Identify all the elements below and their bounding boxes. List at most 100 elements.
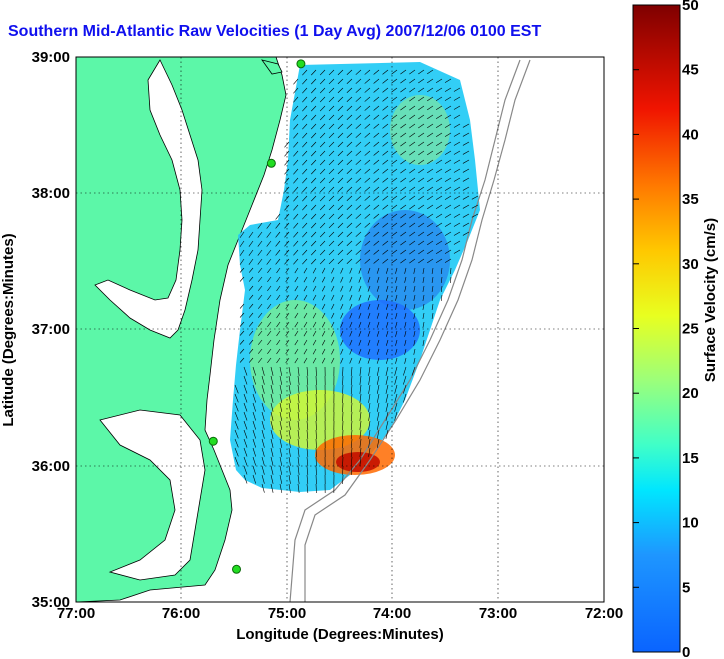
velocity-vector xyxy=(248,249,254,256)
velocity-vector xyxy=(331,339,335,346)
velocity-vector xyxy=(279,393,283,403)
velocity-vector xyxy=(409,186,416,192)
velocity-vector xyxy=(297,420,300,430)
velocity-vector xyxy=(285,267,290,274)
velocity-vector xyxy=(328,105,335,112)
velocity-vector xyxy=(382,240,389,246)
velocity-vector xyxy=(400,78,407,84)
velocity-vector xyxy=(267,330,272,336)
velocity-vector xyxy=(258,294,263,300)
velocity-vector xyxy=(418,141,425,147)
velocity-vector xyxy=(340,267,344,274)
velocity-vector xyxy=(328,231,335,238)
velocity-vector xyxy=(321,267,326,274)
velocity-vector xyxy=(376,330,380,337)
velocity-vector xyxy=(355,132,362,138)
velocity-vector xyxy=(373,69,380,75)
velocity-vector xyxy=(350,411,353,421)
velocity-vector xyxy=(297,384,300,394)
velocity-vector xyxy=(234,411,239,421)
velocity-vector xyxy=(328,87,335,94)
velocity-vector xyxy=(346,186,353,192)
velocity-vector xyxy=(285,276,290,283)
velocity-vector xyxy=(364,87,371,93)
velocity-vector xyxy=(409,159,416,165)
velocity-vector xyxy=(418,69,425,75)
velocity-vector xyxy=(284,249,290,256)
velocity-vector xyxy=(303,348,308,355)
velocity-vector xyxy=(394,402,398,412)
velocity-vector xyxy=(306,456,309,466)
velocity-vector xyxy=(239,276,245,282)
velocity-vector xyxy=(288,375,291,385)
velocity-vector xyxy=(409,96,416,102)
velocity-vector xyxy=(328,150,335,157)
velocity-vector xyxy=(248,303,254,309)
velocity-vector xyxy=(257,258,263,265)
velocity-vector xyxy=(243,456,248,466)
velocity-vector xyxy=(252,465,257,475)
velocity-vector xyxy=(293,96,299,103)
velocity-vector xyxy=(367,330,371,337)
velocity-vector xyxy=(261,465,265,475)
velocity-vector xyxy=(279,465,283,475)
velocity-vector xyxy=(279,447,283,457)
velocity-vector xyxy=(359,420,362,430)
velocity-vector xyxy=(288,483,291,493)
velocity-vector xyxy=(382,213,389,219)
velocity-vector xyxy=(312,321,317,328)
velocity-vector xyxy=(418,87,425,93)
velocity-vector xyxy=(243,447,248,457)
y-axis-label: Latitude (Degrees:Minutes) xyxy=(0,233,17,426)
velocity-vector xyxy=(243,438,248,448)
velocity-vector xyxy=(413,294,416,301)
velocity-vector xyxy=(284,177,290,184)
velocity-vector xyxy=(311,123,317,130)
velocity-vector xyxy=(294,339,299,346)
velocity-vector xyxy=(359,456,362,466)
velocity-vector xyxy=(391,186,398,192)
velocity-vector xyxy=(373,78,380,84)
velocity-vector xyxy=(302,186,308,193)
velocity-vector xyxy=(293,78,299,85)
velocity-vector xyxy=(297,438,300,448)
velocity-vector xyxy=(315,438,317,449)
velocity-vector xyxy=(270,420,274,430)
velocity-vector xyxy=(337,150,344,157)
velocity-vector xyxy=(288,411,291,421)
velocity-vector xyxy=(418,132,425,138)
velocity-vector xyxy=(409,231,416,237)
velocity-vector xyxy=(426,186,434,192)
velocity-vector xyxy=(340,294,344,301)
velocity-vector xyxy=(413,357,416,364)
velocity-vector xyxy=(409,69,416,75)
velocity-vector xyxy=(391,150,398,156)
velocity-vector xyxy=(435,132,443,138)
velocity-vector xyxy=(267,276,272,282)
velocity-vector xyxy=(315,411,317,422)
velocity-vector xyxy=(337,78,344,85)
velocity-vector xyxy=(328,240,335,247)
velocity-vector xyxy=(444,186,452,191)
velocity-vector xyxy=(279,411,283,421)
velocity-vector xyxy=(302,204,308,211)
velocity-vector xyxy=(243,384,248,394)
velocity-vector xyxy=(311,222,317,229)
velocity-vector xyxy=(373,123,380,129)
velocity-vector xyxy=(426,249,434,255)
velocity-vector xyxy=(382,177,389,183)
velocity-vector xyxy=(391,204,398,210)
velocity-vector xyxy=(285,321,290,328)
velocity-vector xyxy=(302,240,308,247)
velocity-vector xyxy=(358,285,362,292)
velocity-vector xyxy=(350,402,353,412)
velocity-vector xyxy=(394,366,398,376)
velocity-vector xyxy=(413,267,416,274)
velocity-vector xyxy=(409,222,416,228)
velocity-vector xyxy=(248,285,254,291)
velocity-vector xyxy=(311,114,317,121)
velocity-vector xyxy=(376,285,380,292)
velocity-vector xyxy=(328,96,335,103)
velocity-vector xyxy=(261,429,265,439)
